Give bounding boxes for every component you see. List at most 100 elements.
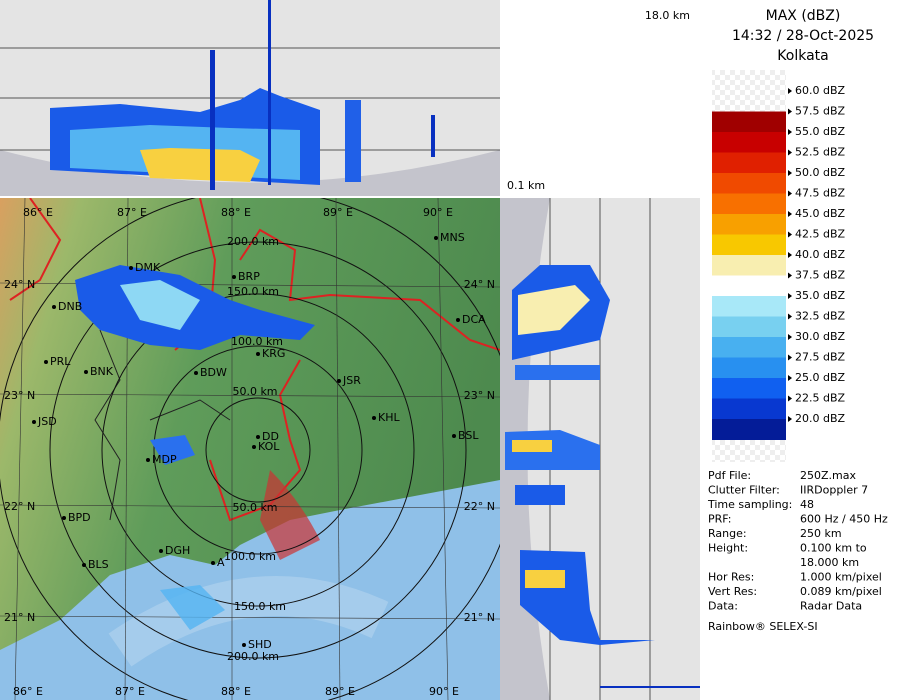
legend-tick xyxy=(788,211,792,217)
station-dot xyxy=(84,370,88,374)
range-label: 200.0 km xyxy=(227,650,279,663)
station-label: DCA xyxy=(462,313,486,326)
info-value: 1.000 km/pixel xyxy=(800,571,882,584)
lat-label: 21° N xyxy=(464,611,495,624)
legend-tick xyxy=(788,293,792,299)
station-dot xyxy=(256,352,260,356)
station-label: DGH xyxy=(165,544,190,557)
legend-swatch xyxy=(712,214,786,235)
lon-label: 88° E xyxy=(221,685,251,698)
station-dot xyxy=(372,416,376,420)
legend-tick xyxy=(788,149,792,156)
side-profile xyxy=(500,198,700,700)
legend-tick xyxy=(788,416,792,422)
lon-label: 89° E xyxy=(323,206,353,219)
station-dot xyxy=(159,549,163,553)
lat-label: 21° N xyxy=(4,611,35,624)
legend-time: 14:32 / 28-Oct-2025 xyxy=(732,28,874,44)
range-rings xyxy=(0,198,500,700)
legend-label: 52.5 dBZ xyxy=(795,146,846,159)
station-label: BLS xyxy=(88,558,109,571)
info-value: 250Z.max xyxy=(800,469,856,482)
legend-tick xyxy=(788,190,792,197)
legend-swatch xyxy=(712,419,786,440)
station-label: BNK xyxy=(90,365,114,378)
top-profile xyxy=(0,0,500,196)
legend-label: 20.0 dBZ xyxy=(795,412,846,425)
legend-location: Kolkata xyxy=(777,48,828,64)
legend-swatch xyxy=(712,378,786,399)
legend-label: 40.0 dBZ xyxy=(795,248,846,261)
station-dot xyxy=(337,379,341,383)
lat-label: 24° N xyxy=(464,278,495,291)
range-label: 150.0 km xyxy=(234,600,286,613)
legend-label: 25.0 dBZ xyxy=(795,371,846,384)
legend-swatch xyxy=(712,316,786,338)
info-value: 0.089 km/pixel xyxy=(800,585,882,598)
station-dot xyxy=(44,360,48,364)
legend-tick xyxy=(788,88,792,94)
legend-label: 27.5 dBZ xyxy=(795,351,846,364)
legend-label: 60.0 dBZ xyxy=(795,84,846,97)
station-label: KRG xyxy=(262,347,285,360)
info-label: Clutter Filter: xyxy=(708,484,780,497)
info-footer: Rainbow® SELEX-SI xyxy=(708,620,818,633)
info-value: Radar Data xyxy=(800,600,862,613)
lat-label: 23° N xyxy=(464,389,495,402)
station-dot xyxy=(252,445,256,449)
info-label: Pdf File: xyxy=(708,469,751,482)
legend-swatch xyxy=(712,275,786,297)
legend-tick xyxy=(788,252,792,258)
info-value: IIRDoppler 7 xyxy=(800,484,868,497)
info-label: Height: xyxy=(708,542,748,555)
station-dot xyxy=(211,561,215,565)
legend-tick xyxy=(788,108,792,115)
station-dot xyxy=(242,643,246,647)
station-label: KOL xyxy=(258,440,280,453)
station-label: JSD xyxy=(37,415,57,428)
info-value: 600 Hz / 450 Hz xyxy=(800,513,888,526)
legend-label: 57.5 dBZ xyxy=(795,105,846,118)
info-label: Time sampling: xyxy=(707,498,792,511)
station-label: A xyxy=(217,556,225,569)
profile-side-label: 0.1 km xyxy=(507,179,545,192)
station-label: MNS xyxy=(440,231,465,244)
legend-label: 42.5 dBZ xyxy=(795,228,846,241)
legend-tick xyxy=(788,313,792,320)
lon-label: 88° E xyxy=(221,206,251,219)
legend-swatch xyxy=(712,111,786,133)
station-label: DMK xyxy=(135,261,161,274)
station-dot xyxy=(32,420,36,424)
legend-swatch xyxy=(712,152,786,174)
info-value: 18.000 km xyxy=(800,556,859,569)
station-dot xyxy=(256,435,260,439)
info-value: 0.100 km to xyxy=(800,542,867,555)
station-label: MDP xyxy=(152,453,177,466)
station-label: JSR xyxy=(342,374,361,387)
map: 86° E 87° E 88° E 89° E 90° E 86° E 87° E 88° E… xyxy=(0,198,500,700)
legend-tick xyxy=(788,272,792,279)
info-label: Data: xyxy=(708,600,738,613)
station-label: DNB xyxy=(58,300,82,313)
legend-tick xyxy=(788,231,792,238)
lat-label: 22° N xyxy=(4,500,35,513)
station-label: BDW xyxy=(200,366,227,379)
range-label: 100.0 km xyxy=(224,550,276,563)
legend-swatch xyxy=(712,255,786,276)
legend-swatch xyxy=(712,193,786,215)
legend-label: 37.5 dBZ xyxy=(795,269,846,282)
legend-label: 22.5 dBZ xyxy=(795,392,846,405)
station-dot xyxy=(129,266,133,270)
legend-title: MAX (dBZ) xyxy=(766,8,841,24)
station-dot xyxy=(452,434,456,438)
station-label: BPD xyxy=(68,511,91,524)
station-label: KHL xyxy=(378,411,400,424)
legend-tick xyxy=(788,129,792,135)
info-label: Vert Res: xyxy=(708,585,757,598)
station-label: BSL xyxy=(458,429,479,442)
station-dot xyxy=(456,318,460,322)
lon-label: 87° E xyxy=(117,206,147,219)
station-label: DD xyxy=(262,430,279,443)
legend-swatch xyxy=(712,132,786,153)
